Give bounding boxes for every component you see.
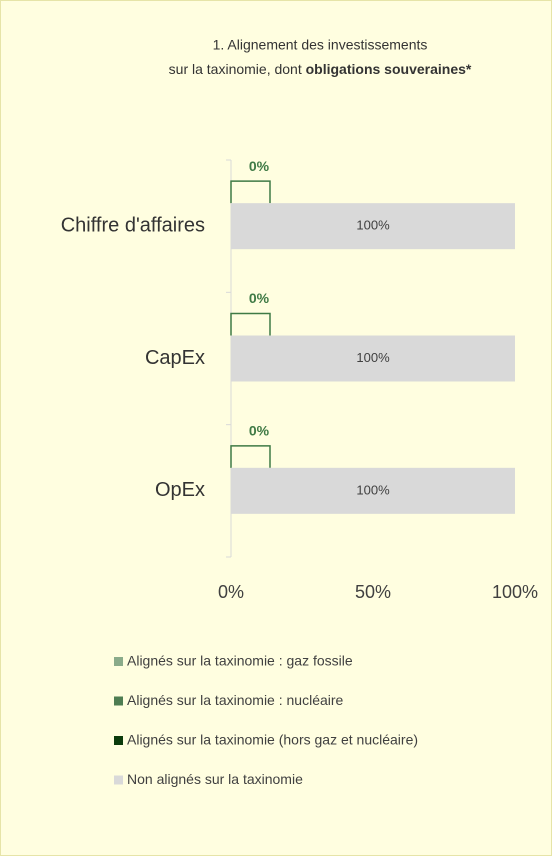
data-label: 100% xyxy=(356,482,390,497)
legend-label: Alignés sur la taxinomie : gaz fossile xyxy=(127,653,353,669)
callout xyxy=(230,312,271,336)
legend-label: Non alignés sur la taxinomie xyxy=(127,771,303,787)
x-tick-label: 100% xyxy=(492,582,538,602)
x-tick-label: 0% xyxy=(218,582,244,602)
bar-segment xyxy=(231,203,515,250)
callout xyxy=(230,180,271,204)
callout xyxy=(230,445,271,468)
data-label: 0% xyxy=(249,423,270,439)
subtitle-bold: obligations souveraines* xyxy=(306,61,472,77)
category-label: CapEx xyxy=(145,347,205,369)
legend-swatch xyxy=(114,696,123,706)
legend-swatch xyxy=(114,775,123,785)
legend-label: Alignés sur la taxinomie : nucléaire xyxy=(127,692,344,708)
chart-title: 1. Alignement des investissements xyxy=(213,37,428,53)
bar-segment xyxy=(231,335,515,382)
data-label: 0% xyxy=(249,290,270,306)
legend-swatch xyxy=(114,657,123,666)
data-label: 100% xyxy=(356,218,390,233)
category-label: OpEx xyxy=(155,479,205,501)
data-label: 100% xyxy=(356,350,390,365)
x-tick-label: 50% xyxy=(355,582,391,602)
subtitle-text: sur la taxinomie, dont xyxy=(169,61,306,77)
bar-segment xyxy=(231,467,515,514)
category-label: Chiffre d'affaires xyxy=(61,214,205,236)
chart-subtitle: sur la taxinomie, dont obligations souve… xyxy=(169,61,472,77)
data-label: 0% xyxy=(249,158,270,174)
legend-swatch xyxy=(114,736,123,745)
legend-label: Alignés sur la taxinomie (hors gaz et nu… xyxy=(127,732,418,748)
